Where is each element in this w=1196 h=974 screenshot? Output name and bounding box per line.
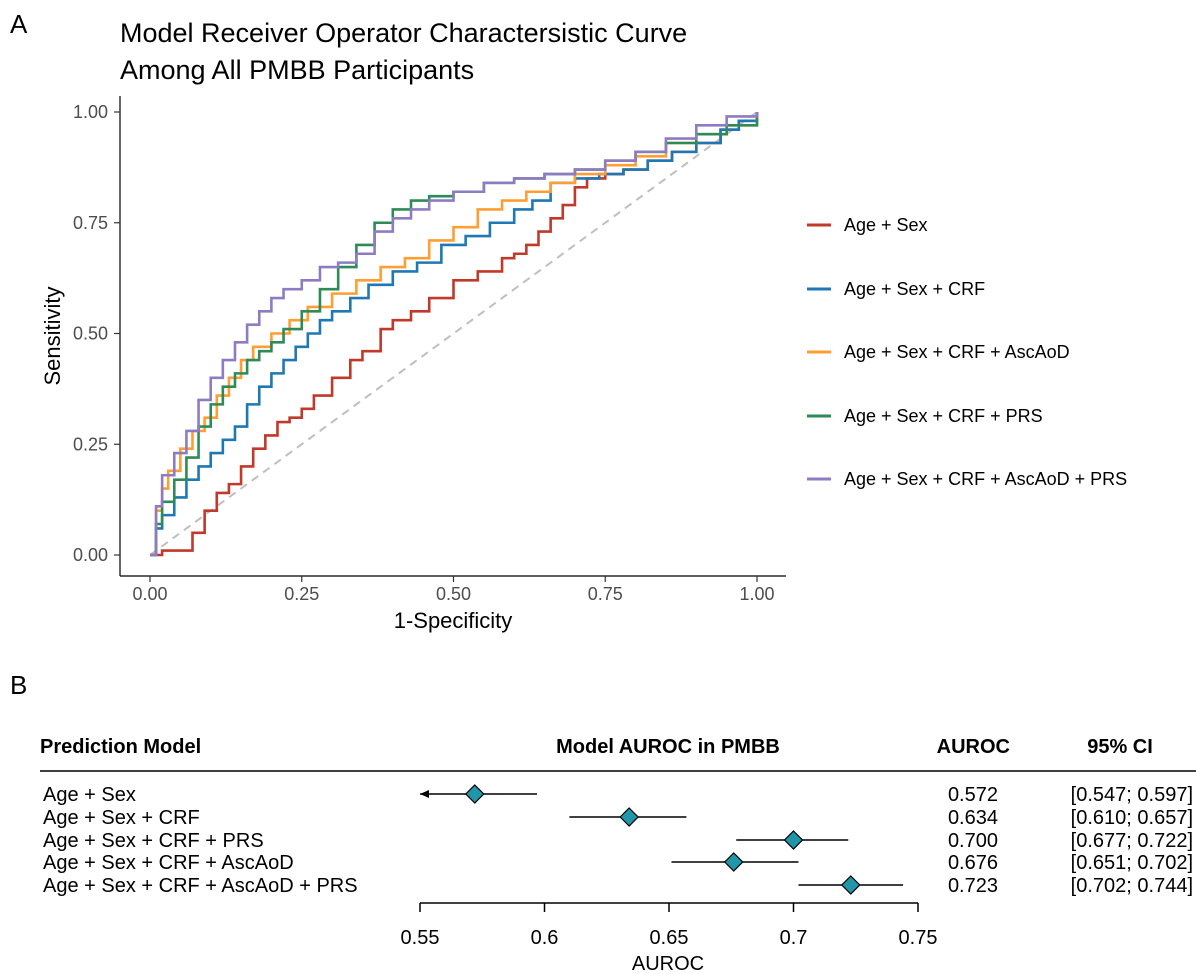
roc-x-ticks: 0.00 0.25 0.50 0.75 1.00 bbox=[132, 576, 775, 604]
forest-auroc-value: 0.700 bbox=[948, 830, 998, 852]
forest-estimate-marker bbox=[783, 830, 804, 850]
panel-b: B Prediction Model Model AUROC in PMBB A… bbox=[10, 670, 1196, 974]
forest-x-tick-label: 0.75 bbox=[899, 927, 938, 949]
forest-header-ci: 95% CI bbox=[1087, 736, 1153, 758]
forest-model-label: Age + Sex bbox=[43, 784, 136, 806]
forest-x-axis-title: AUROC bbox=[632, 953, 704, 974]
forest-x-axis: 0.55 0.6 0.65 0.7 0.75 bbox=[401, 902, 938, 949]
roc-y-tick-label: 0.00 bbox=[73, 545, 108, 565]
forest-model-label: Age + Sex + CRF bbox=[43, 807, 200, 829]
roc-x-tick-label: 0.00 bbox=[132, 584, 167, 604]
roc-title-line-2: Among All PMBB Participants bbox=[120, 55, 474, 85]
forest-row-1: Age + Sex 0.572 [0.547; 0.597] bbox=[43, 784, 1193, 806]
roc-x-tick-label: 0.50 bbox=[436, 584, 471, 604]
roc-plot-area bbox=[119, 96, 786, 577]
forest-ci-value: [0.677; 0.722] bbox=[1071, 830, 1193, 852]
forest-x-tick-label: 0.7 bbox=[780, 927, 808, 949]
legend-label-3: Age + Sex + CRF + AscAoD bbox=[844, 342, 1070, 362]
forest-model-label: Age + Sex + CRF + AscAoD + PRS bbox=[43, 875, 358, 897]
forest-estimate-marker bbox=[723, 852, 744, 872]
roc-series-5-line bbox=[150, 112, 759, 557]
forest-auroc-value: 0.723 bbox=[948, 875, 998, 897]
roc-legend: Age + Sex Age + Sex + CRF Age + Sex + CRF … bbox=[807, 215, 1127, 489]
legend-label-4: Age + Sex + CRF + PRS bbox=[844, 406, 1043, 426]
forest-header-model: Prediction Model bbox=[40, 736, 201, 758]
roc-y-ticks: 0.00 0.25 0.50 0.75 1.00 bbox=[73, 102, 120, 565]
forest-auroc-value: 0.572 bbox=[948, 784, 998, 806]
legend-label-5: Age + Sex + CRF + AscAoD + PRS bbox=[844, 469, 1127, 489]
roc-x-tick-label: 0.25 bbox=[284, 584, 319, 604]
forest-ci-value: [0.651; 0.702] bbox=[1071, 852, 1193, 874]
forest-estimate-marker bbox=[840, 875, 861, 895]
panel-b-letter: B bbox=[10, 670, 27, 700]
forest-row-2: Age + Sex + CRF 0.634 [0.610; 0.657] bbox=[43, 807, 1193, 829]
roc-x-tick-label: 0.75 bbox=[588, 584, 623, 604]
forest-model-label: Age + Sex + CRF + AscAoD bbox=[43, 852, 294, 874]
roc-x-tick-label: 1.00 bbox=[739, 584, 774, 604]
forest-x-tick-label: 0.55 bbox=[401, 927, 440, 949]
legend-label-2: Age + Sex + CRF bbox=[844, 279, 985, 299]
forest-header-auroc: AUROC bbox=[937, 736, 1010, 758]
roc-x-axis-title: 1-Specificity bbox=[394, 608, 513, 633]
roc-reference-diagonal bbox=[149, 111, 758, 556]
panel-a: A Model Receiver Operator Charactersisti… bbox=[10, 9, 1127, 633]
forest-ci-value: [0.610; 0.657] bbox=[1071, 807, 1193, 829]
forest-auroc-value: 0.676 bbox=[948, 852, 998, 874]
roc-y-tick-label: 0.75 bbox=[73, 213, 108, 233]
roc-y-tick-label: 0.25 bbox=[73, 434, 108, 454]
legend-label-1: Age + Sex bbox=[844, 215, 928, 235]
forest-estimate-marker bbox=[619, 807, 640, 827]
forest-x-tick-label: 0.65 bbox=[650, 927, 689, 949]
forest-model-label: Age + Sex + CRF + PRS bbox=[43, 830, 264, 852]
forest-estimate-marker bbox=[464, 784, 485, 804]
panel-a-letter: A bbox=[10, 9, 28, 39]
forest-row-3: Age + Sex + CRF + PRS 0.700 [0.677; 0.722] bbox=[43, 830, 1193, 852]
forest-row-4: Age + Sex + CRF + AscAoD 0.676 [0.651; 0.7… bbox=[43, 852, 1193, 874]
roc-y-tick-label: 1.00 bbox=[73, 102, 108, 122]
forest-rows: Age + Sex 0.572 [0.547; 0.597]Age + Sex + … bbox=[43, 784, 1193, 897]
roc-y-axis-title: Sensitivity bbox=[40, 286, 65, 385]
roc-y-tick-label: 0.50 bbox=[73, 324, 108, 344]
roc-series-2-line bbox=[150, 112, 759, 557]
forest-x-tick-label: 0.6 bbox=[531, 927, 559, 949]
roc-title-line-1: Model Receiver Operator Charactersistic … bbox=[120, 18, 687, 48]
forest-row-5: Age + Sex + CRF + AscAoD + PRS 0.723 [0.70… bbox=[43, 875, 1193, 897]
forest-ci-value: [0.547; 0.597] bbox=[1071, 784, 1193, 806]
forest-ci-value: [0.702; 0.744] bbox=[1071, 875, 1193, 897]
forest-ci-arrow bbox=[420, 790, 429, 798]
forest-auroc-value: 0.634 bbox=[948, 807, 998, 829]
forest-header-plot: Model AUROC in PMBB bbox=[556, 736, 780, 758]
